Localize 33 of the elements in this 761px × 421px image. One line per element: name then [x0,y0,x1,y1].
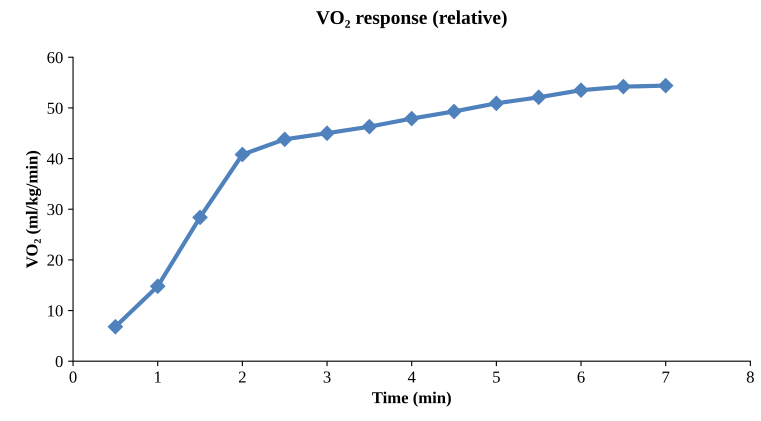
point [192,210,208,225]
y-tick-label: 10 [48,305,63,317]
point [277,132,292,147]
x-tick-label: 2 [238,371,246,383]
y-tick-label: 60 [47,52,63,64]
y-axis-title: VO₂ (ml/kg/min) [26,150,42,268]
y-tick-label: 20 [47,254,63,266]
chart-title: VO₂ response (relative) [316,10,507,28]
point [658,78,674,94]
point [404,110,420,126]
x-tick-label: 0 [70,371,77,383]
point [362,119,377,134]
x-tick-label: 7 [662,372,670,383]
x-tick-label: 1 [155,372,161,383]
point [319,126,335,141]
x-tick-label: 8 [746,371,754,383]
x-tick-label: 5 [493,372,500,383]
point [573,82,589,98]
point [150,278,166,294]
point [108,319,123,334]
y-tick-label: 50 [48,102,63,114]
x-axis-title: Time (min) [372,392,451,407]
point [234,146,250,162]
point [616,79,631,94]
x-tick-label: 4 [408,372,416,383]
point [531,90,546,105]
y-tick-label: 40 [46,153,63,165]
y-tick-label: 0 [56,356,63,368]
y-tick-label: 30 [47,204,63,216]
x-tick-label: 3 [324,371,331,383]
point [446,104,462,120]
point [488,96,504,111]
x-tick-label: 6 [578,371,585,383]
